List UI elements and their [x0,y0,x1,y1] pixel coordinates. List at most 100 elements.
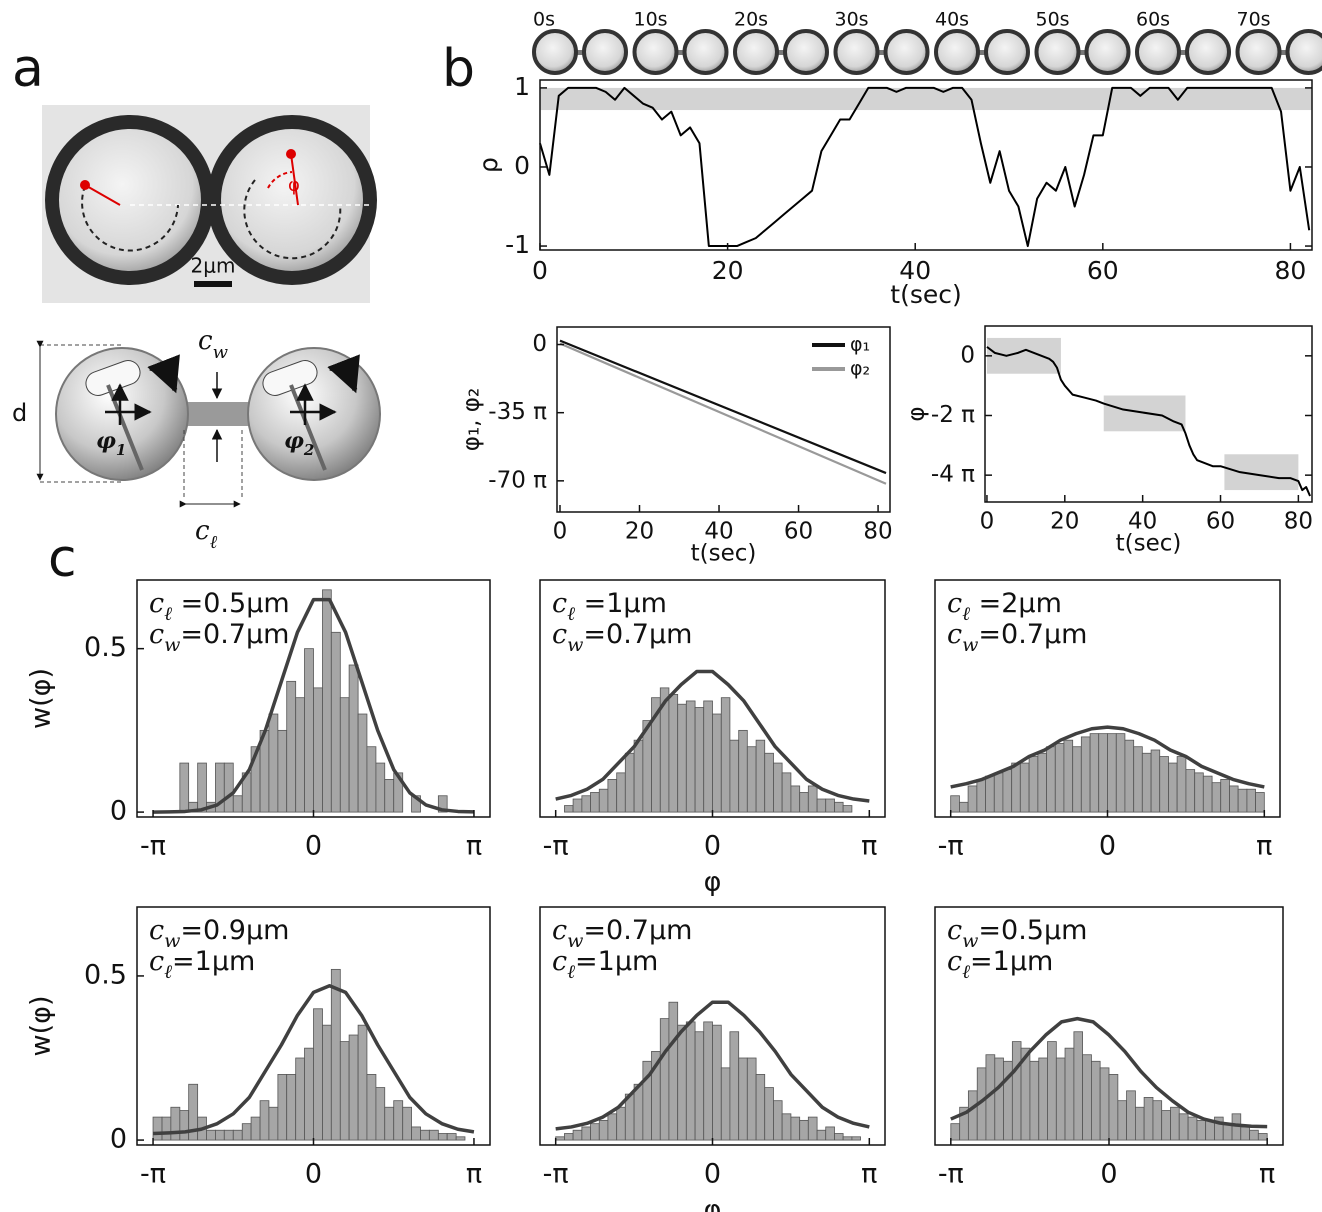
bar [286,680,297,813]
bar [572,798,583,813]
bar [330,968,341,1141]
subscript: w [164,930,180,952]
subscript: w [164,634,180,656]
bar [1082,1054,1092,1141]
bar [1205,1119,1215,1141]
x-tick-label: 0 [305,831,322,862]
bar [152,1116,163,1141]
bar [1176,756,1187,813]
bar [1019,762,1030,813]
frame-neck [973,50,993,55]
bar [1117,1100,1127,1141]
value-text: =0.7μm [978,619,1087,650]
bar [755,739,766,813]
y-tick-label: 0.5 [84,632,127,663]
annotation: cw=0.5μm [947,915,1087,953]
bar [1037,752,1047,813]
y-axis-label: φ [904,406,930,421]
bar [746,746,757,813]
bar [1141,752,1152,813]
bar [170,1106,181,1141]
y-tick-label: -70 π [488,467,547,493]
line [986,346,1311,497]
x-tick-label: 20 [1050,509,1079,535]
bar [712,1024,722,1141]
bar [1098,733,1108,813]
bar [1046,746,1056,813]
bar [1072,746,1082,813]
x-tick-label: 0 [704,1159,721,1190]
bar [834,1133,844,1141]
bar [1124,739,1135,813]
subscript: 2 [303,441,314,459]
bar [976,779,986,813]
bar [366,746,377,813]
axes-frame [984,325,1313,503]
y-tick-label: 0 [532,331,547,357]
x-tick-label: 40 [1128,509,1157,535]
symbol: c [552,946,567,977]
y-tick-label: -4 π [931,462,975,488]
bar [215,1129,225,1141]
bar [842,1136,853,1141]
bar [1133,746,1143,813]
bar [411,1126,421,1141]
bar [1126,1090,1136,1141]
x-tick-label: π [466,1159,482,1190]
frame-cell [883,29,930,75]
bar [564,1133,574,1141]
fit-curve [950,725,1265,789]
bar [607,779,618,813]
bar [357,713,368,813]
value-text: =1μm [970,946,1053,977]
bar [712,713,722,813]
bar [572,1129,583,1141]
bar [616,1106,626,1141]
bar [161,1116,172,1141]
legend-label: φ₁ [850,334,870,356]
line [559,342,887,485]
bar [295,1057,305,1141]
bar [304,1047,314,1141]
subscript: ℓ [962,961,970,983]
bar [659,1018,670,1141]
frame-cell [984,29,1030,75]
bar [1073,1031,1083,1141]
bar [1107,733,1117,813]
bar [375,1087,386,1141]
bar [668,694,679,813]
symbol: c [149,588,164,619]
symbol: c [947,946,962,977]
bar [1170,1106,1180,1141]
bar [967,1090,978,1141]
frame-neck [1274,50,1295,55]
bar [816,798,827,813]
bar [1063,739,1074,813]
bar [384,779,395,813]
frame-label: 20s [734,9,768,31]
subscript: w [962,634,978,656]
bar [1028,756,1039,813]
x-tick-label: 80 [863,519,892,545]
y-tick-label: 0 [110,1124,127,1155]
bar [555,1136,565,1141]
annotation: cw=0.7μm [552,619,692,657]
bar [1089,733,1100,813]
bar [598,788,609,813]
bar [590,1123,600,1141]
x-tick-label: 60 [784,519,813,545]
bar [313,687,323,813]
bar [1196,1119,1207,1141]
bar [1108,1074,1119,1141]
bar [685,1021,696,1141]
x-tick-label: 0 [1099,831,1116,862]
frame-neck [1174,50,1194,55]
x-tick-label: 80 [1275,256,1307,285]
bar [1038,1057,1048,1141]
bar [677,703,687,813]
annotation: cℓ =1μm [552,588,667,626]
bar [393,1100,404,1141]
bar [738,1057,748,1141]
bar [1064,1047,1075,1141]
